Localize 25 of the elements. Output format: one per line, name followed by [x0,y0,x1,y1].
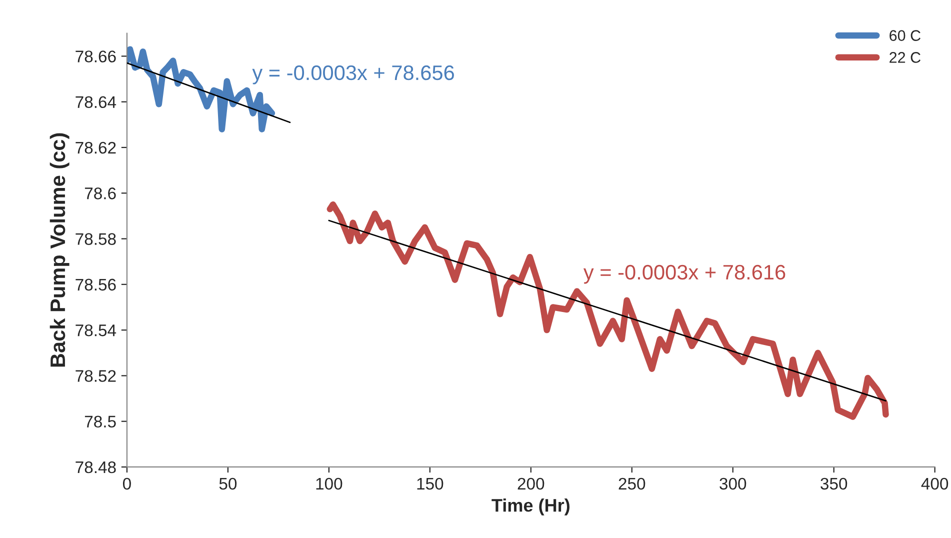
x-tick-label: 100 [316,478,342,490]
y-tick-label: 78.56 [76,278,116,291]
y-tick-label: 78.54 [76,324,116,336]
y-tick-label: 78.52 [76,370,116,382]
x-tick-label: 400 [921,478,948,490]
x-tick-label: 300 [720,478,746,490]
annotation: y = -0.0003x + 78.656 [252,65,454,84]
x-tick-label: 250 [618,478,646,490]
y-tick-label: 78.5 [84,416,116,428]
x-tick-label: 200 [518,478,544,490]
annotation: y = -0.0003x + 78.616 [583,264,786,284]
x-tick-label: 0 [122,478,131,490]
y-tick-label: 78.62 [76,142,116,154]
y-tick-label: 78.66 [76,50,116,62]
y-tick-label: 78.58 [76,233,116,245]
legend-label: 60 C [890,30,921,41]
x-tick-label: 50 [219,478,237,490]
y-tick-label: 78.64 [76,96,116,108]
x-tick-label: 350 [820,478,848,490]
x-axis-title: Time (Hr) [492,498,570,516]
y-tick-label: 78.6 [84,188,116,200]
legend-label: 22 C [890,52,921,63]
x-tick-label: 150 [417,478,444,490]
y-axis-title: Back Pump Volume (cc) [50,133,70,367]
y-tick-label: 78.48 [76,461,116,474]
